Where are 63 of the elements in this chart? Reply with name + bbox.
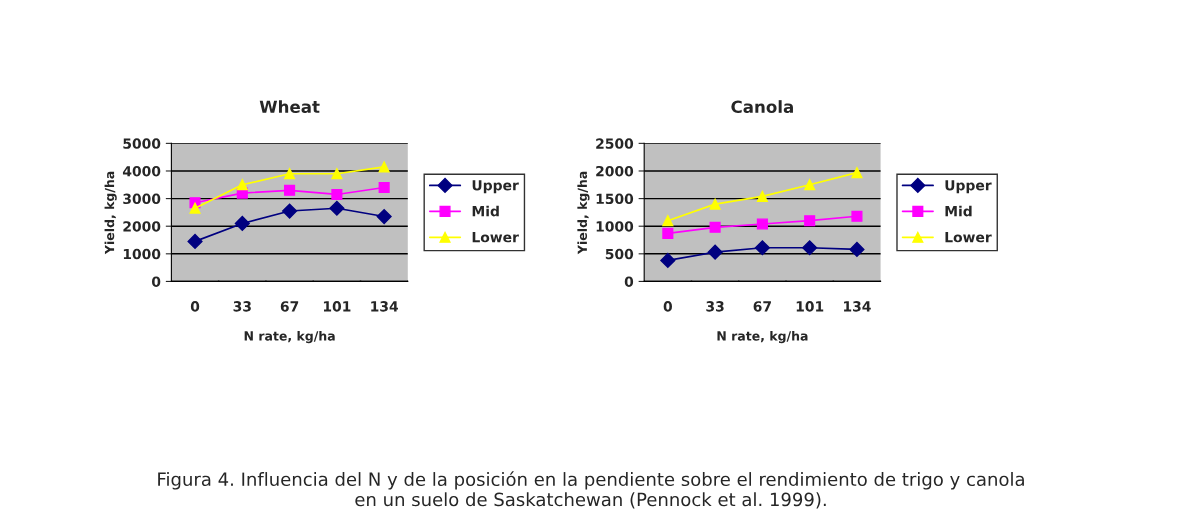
y-tick-label: 2000	[123, 221, 161, 232]
legend-label: Lower	[472, 232, 519, 243]
point	[236, 179, 248, 191]
x-tick-label: 0	[190, 301, 200, 312]
x-tick-label: 33	[233, 301, 251, 312]
point	[802, 240, 818, 256]
point	[804, 179, 816, 191]
x-tick-label: 101	[796, 301, 824, 312]
x-tick-label: 67	[280, 301, 299, 312]
chart-title: Wheat	[259, 100, 320, 114]
x-axis-title: N rate, kg/ha	[717, 330, 808, 344]
point	[709, 198, 721, 210]
point	[378, 161, 390, 173]
point	[376, 208, 392, 225]
y-tick-label: 1000	[596, 221, 634, 232]
point	[754, 240, 770, 256]
x-tick-label: 134	[844, 301, 871, 312]
point	[284, 168, 296, 180]
point	[331, 188, 343, 201]
y-tick-label: 3000	[123, 193, 161, 205]
y-tick-label: 0	[624, 276, 634, 287]
point	[660, 252, 676, 269]
text: Figura 4. Influencia del N y de la posición en la pendiente sobre el rendimiento de trigo y canola en un suelo de Saskatchewan (Pennock et al. 1999).	[158, 471, 1024, 509]
x-tick-label: 134	[371, 301, 399, 312]
legend-label: Lower	[945, 232, 992, 243]
point	[756, 218, 768, 230]
point	[282, 203, 298, 219]
legend-label: Upper	[472, 180, 519, 194]
y-tick-label: 2000	[596, 165, 634, 177]
y-tick-label: 0	[151, 276, 161, 287]
y-tick-label: 2500	[596, 138, 634, 149]
chart-title: Canola	[731, 100, 793, 114]
point	[756, 190, 768, 202]
x-tick-label: 33	[706, 301, 724, 312]
x-axis-title: N rate, kg/ha	[244, 330, 335, 344]
point	[851, 210, 863, 222]
legend-label: Mid	[945, 205, 972, 217]
point	[331, 168, 343, 180]
point	[378, 181, 390, 194]
y-tick-label: 4000	[122, 165, 161, 177]
legend-label: Mid	[472, 205, 499, 217]
point	[662, 215, 674, 227]
point	[707, 244, 723, 260]
point	[284, 184, 296, 196]
point	[849, 241, 865, 257]
point	[709, 221, 721, 233]
point	[851, 167, 863, 179]
x-tick-label: 101	[323, 301, 351, 312]
point	[329, 200, 345, 216]
x-tick-label: 67	[753, 301, 771, 312]
point	[662, 227, 674, 239]
x-tick-label: 0	[663, 301, 672, 312]
y-tick-label: 500	[605, 248, 634, 260]
y-axis-title: Yield, kg/ha	[104, 171, 117, 255]
point	[804, 215, 816, 227]
y-tick-label: 1000	[123, 248, 161, 260]
y-tick-label: 5000	[123, 138, 161, 149]
point	[234, 215, 250, 232]
point	[187, 233, 203, 249]
legend-label: Upper	[945, 180, 992, 194]
point	[189, 202, 201, 214]
y-axis-title: Yield, kg/ha	[577, 171, 590, 255]
y-tick-label: 1500	[596, 193, 634, 205]
